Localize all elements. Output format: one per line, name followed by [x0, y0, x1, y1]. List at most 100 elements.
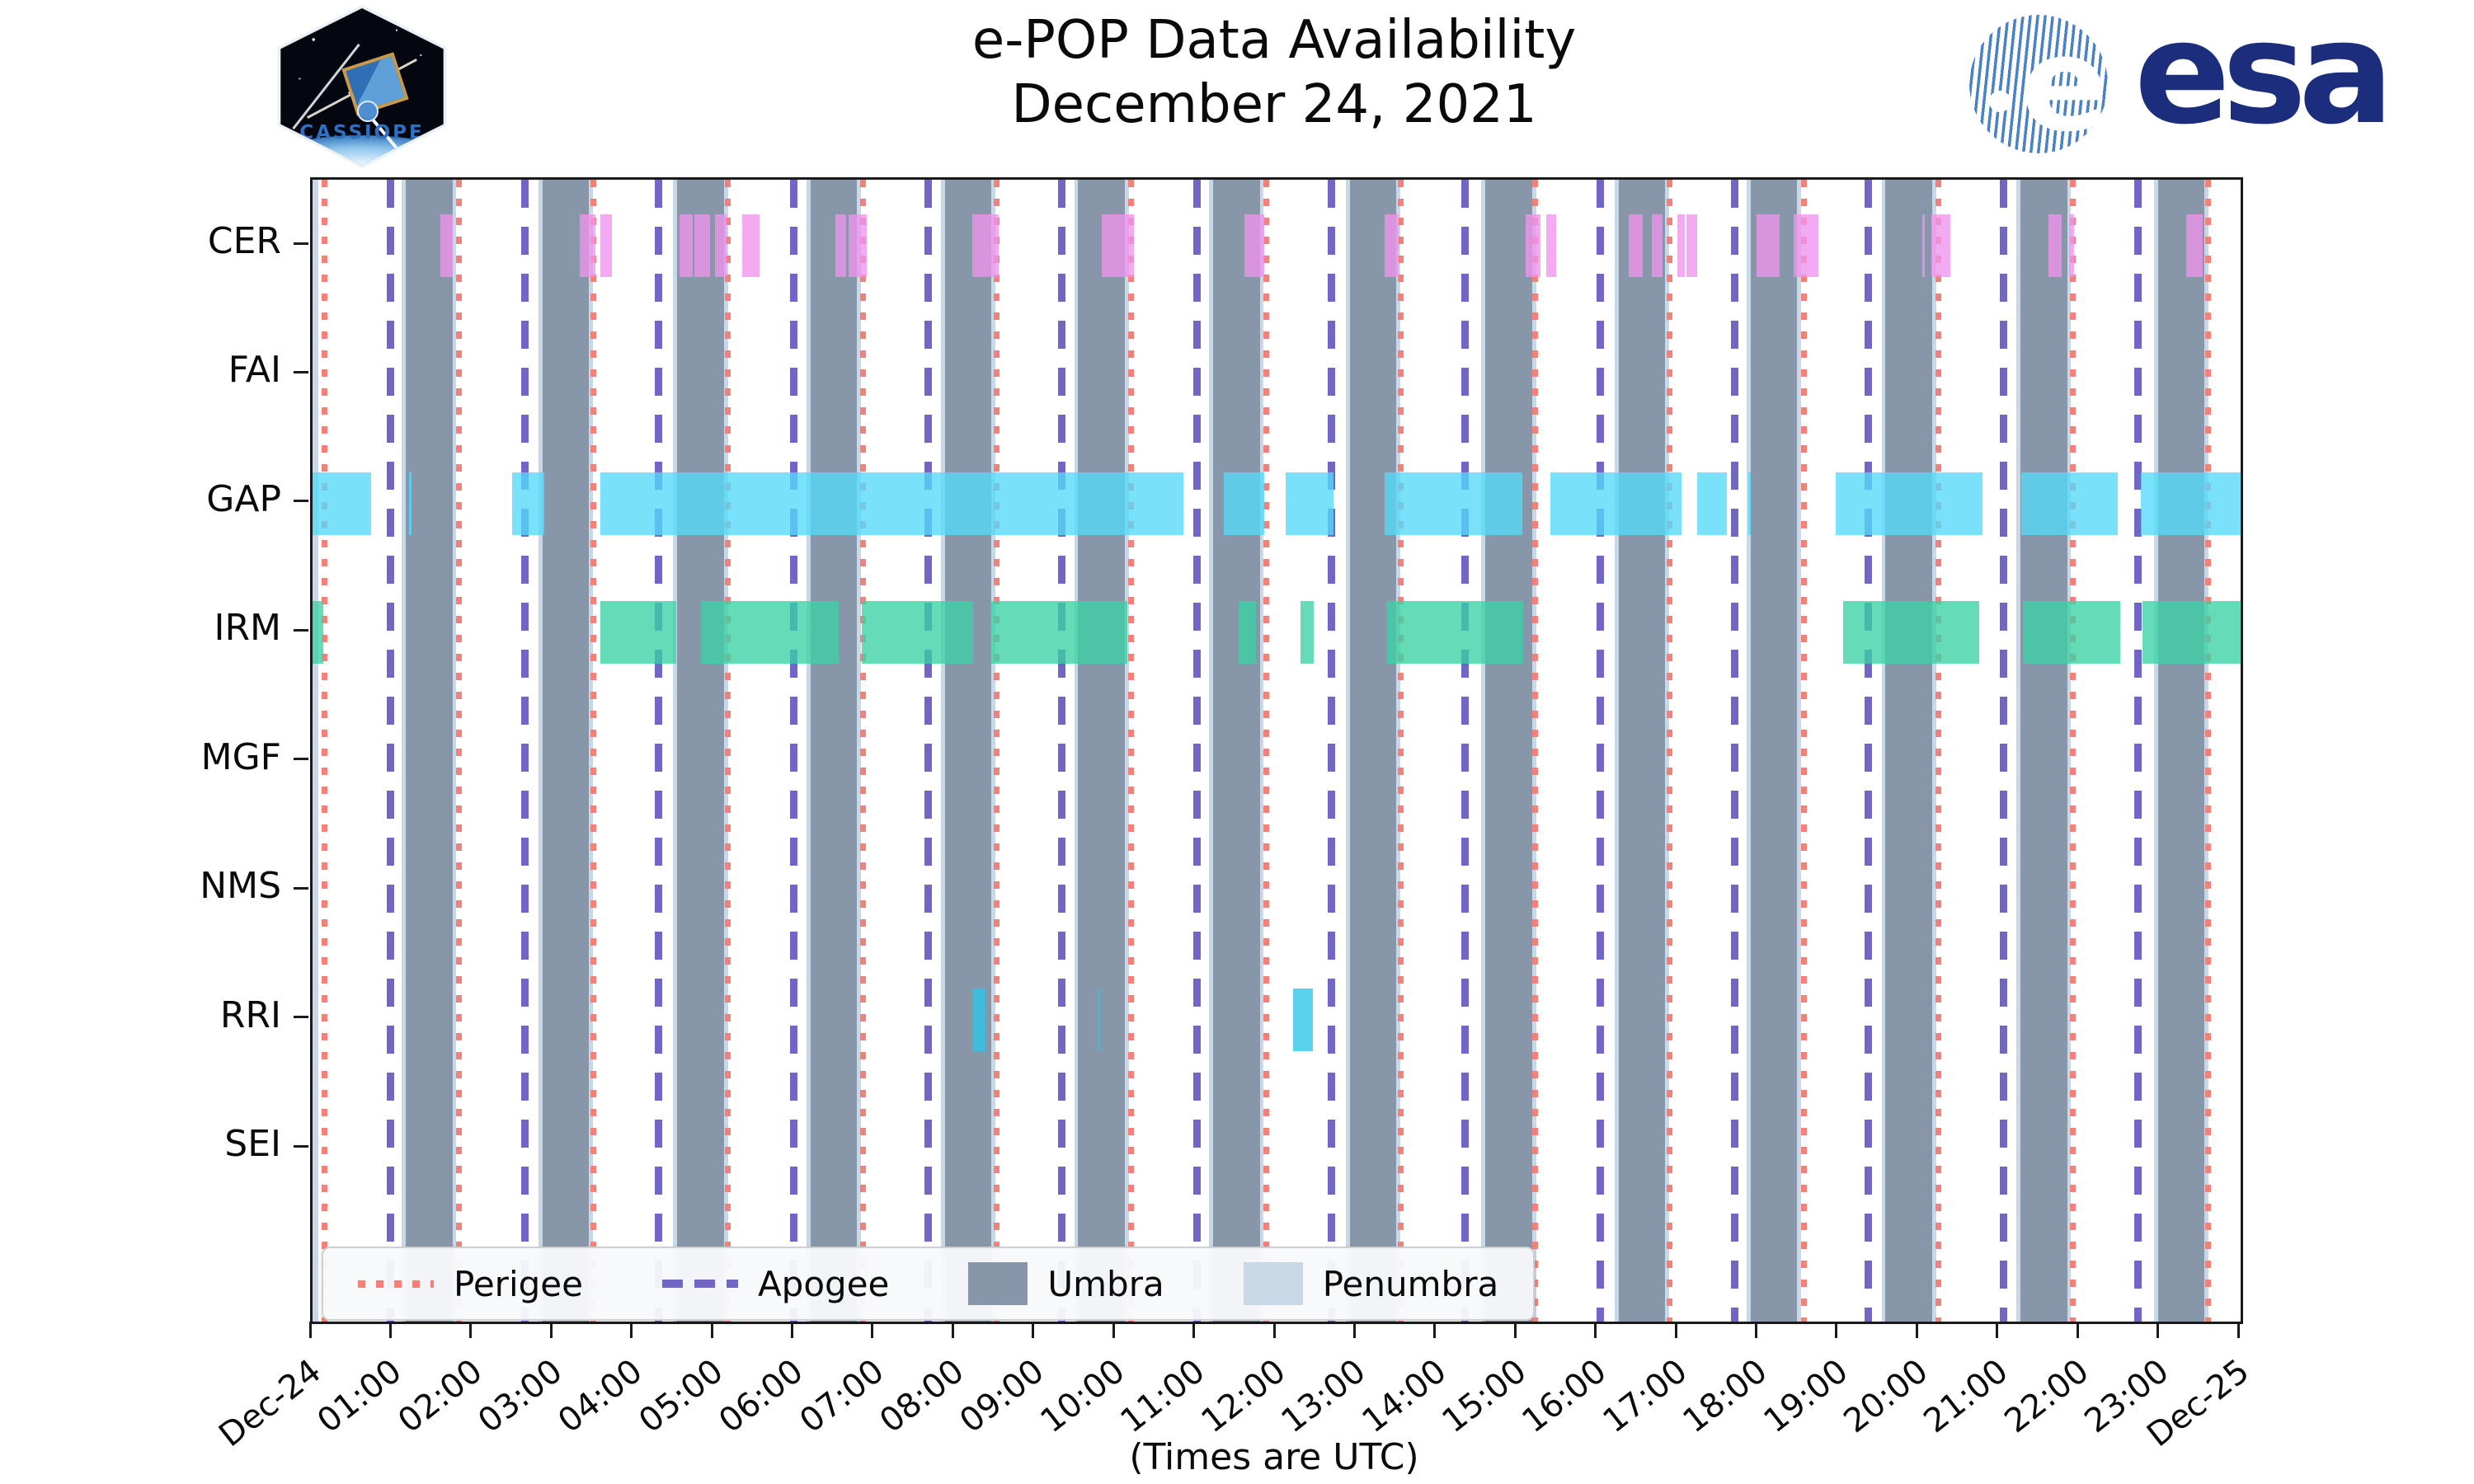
penumbra-band [991, 180, 996, 1322]
x-tick-label: 01:00 [310, 1352, 409, 1441]
umbra-band [1618, 180, 1666, 1322]
apogee-line [2000, 180, 2008, 1322]
x-tick-label: 07:00 [793, 1352, 891, 1441]
penumbra-band [1881, 180, 1886, 1322]
apogee-line [1461, 180, 1470, 1322]
penumbra-band [673, 180, 678, 1322]
gap-availability-bar [1697, 472, 1728, 535]
apogee-line [1597, 180, 1605, 1322]
apogee-line [790, 180, 798, 1322]
penumbra-band [1074, 180, 1079, 1322]
penumbra-band [807, 180, 811, 1322]
x-tick-label: 21:00 [1917, 1352, 2016, 1441]
perigee-line [725, 180, 731, 1322]
umbra-band [944, 180, 992, 1322]
x-tick-label: 02:00 [391, 1352, 490, 1441]
cer-availability-bar [848, 214, 868, 277]
x-tick-label: 09:00 [952, 1352, 1052, 1441]
penumbra-band [1345, 180, 1350, 1322]
apogee-line [924, 180, 932, 1322]
legend-item-perigee: Perigee [358, 1264, 583, 1304]
x-tick [1192, 1322, 1196, 1338]
legend-item-apogee: Apogee [661, 1264, 889, 1304]
perigee-line [455, 180, 462, 1322]
perigee-line [1532, 180, 1539, 1322]
penumbra-band [313, 180, 318, 1322]
x-tick-label: 14:00 [1355, 1352, 1454, 1441]
cer-availability-bar [1546, 214, 1556, 277]
x-tick [2076, 1322, 2079, 1338]
x-tick [1112, 1322, 1115, 1338]
irm-availability-bar [1239, 601, 1256, 665]
umbra-band [677, 180, 724, 1322]
x-tick-label: 12:00 [1194, 1352, 1293, 1441]
perigee-line [859, 180, 866, 1322]
cer-availability-bar [440, 214, 453, 277]
row-label-fai: FAI [228, 349, 281, 392]
perigee-line [1397, 180, 1404, 1322]
gap-availability-bar [600, 472, 1183, 535]
x-tick [388, 1322, 392, 1338]
apogee-line [1193, 180, 1202, 1322]
irm-availability-bar [2023, 601, 2120, 665]
x-tick [2157, 1322, 2160, 1338]
x-tick-label: 10:00 [1033, 1352, 1132, 1441]
umbra-band [406, 180, 453, 1322]
penumbra-band [2016, 180, 2021, 1322]
x-tick-label: 06:00 [712, 1352, 811, 1441]
legend-item-umbra: Umbra [968, 1262, 1164, 1305]
irm-availability-bar [1842, 601, 1980, 665]
umbra-band [810, 180, 858, 1322]
row-label-irm: IRM [214, 607, 281, 650]
umbra-band [1349, 180, 1397, 1322]
apogee-line-sample-icon [661, 1280, 738, 1288]
y-tick [294, 1144, 308, 1148]
x-tick [1272, 1322, 1276, 1338]
gap-availability-bar [313, 472, 372, 535]
cer-availability-bar [1525, 214, 1540, 277]
esa-globe-letter: e [2020, 9, 2109, 161]
perigee-line [994, 180, 1000, 1322]
cer-availability-bar [600, 214, 613, 277]
page-title: e-POP Data Availability [971, 10, 1577, 71]
csa-roundel-icon [357, 101, 379, 122]
x-tick-label: 05:00 [632, 1352, 731, 1441]
penumbra-band [538, 180, 543, 1322]
cer-availability-bar [1931, 214, 1951, 277]
rri-availability-bar [972, 988, 986, 1051]
x-axis-label: (Times are UTC) [1129, 1436, 1419, 1478]
y-tick [294, 242, 308, 245]
esa-globe-dot [1989, 91, 2011, 112]
umbra-band [1750, 180, 1798, 1322]
umbra-band [542, 180, 590, 1322]
penumbra-band [940, 180, 945, 1322]
cer-availability-bar [2048, 214, 2062, 277]
cassiope-mission-patch: CASSIOPE [272, 5, 452, 168]
apogee-line [520, 180, 529, 1322]
penumbra-band [1931, 180, 1936, 1322]
x-tick-label: 04:00 [551, 1352, 650, 1441]
y-tick [294, 370, 308, 373]
row-label-sei: SEI [224, 1123, 281, 1165]
gap-availability-bar [1550, 472, 1681, 535]
x-tick [1594, 1322, 1597, 1338]
row-label-cer: CER [207, 220, 281, 262]
perigee-line [1800, 180, 1807, 1322]
penumbra-band [2153, 180, 2158, 1322]
x-tick-label: 19:00 [1757, 1352, 1856, 1441]
row-label-gap: GAP [206, 477, 281, 520]
gap-availability-bar [1223, 472, 1265, 535]
umbra-swatch-icon [968, 1262, 1028, 1305]
timeline-plot-area [310, 177, 2243, 1324]
apogee-line [1730, 180, 1738, 1322]
penumbra-swatch-icon [1243, 1262, 1303, 1305]
penumbra-band [1259, 180, 1264, 1322]
cer-availability-bar [1794, 214, 1818, 277]
row-label-rri: RRI [219, 993, 281, 1036]
x-tick-label: 20:00 [1837, 1352, 1935, 1441]
row-label-mgf: MGF [200, 735, 281, 778]
patch-space-scene: CASSIOPE [280, 8, 444, 165]
row-label-nms: NMS [200, 865, 281, 908]
irm-availability-bar [862, 601, 973, 665]
perigee-line [1666, 180, 1672, 1322]
